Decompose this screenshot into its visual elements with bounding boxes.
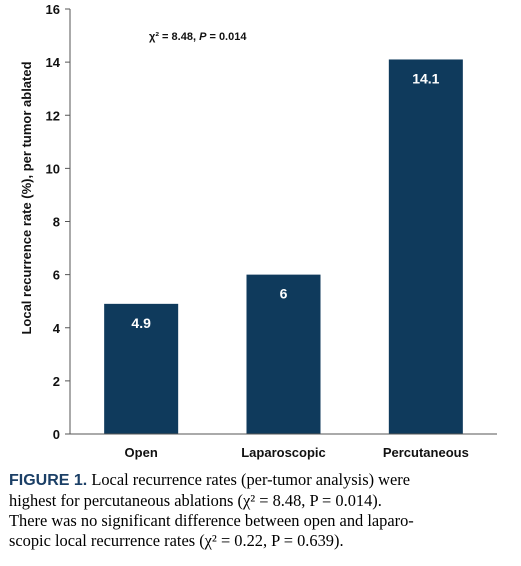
stat-annotation: χ² = 8.48, P = 0.014 xyxy=(149,31,247,43)
y-tick-label: 14 xyxy=(46,55,61,70)
stat-annotation-chi: χ² = 8.48, xyxy=(149,31,199,43)
y-axis: 0 2 4 6 8 10 12 14 16 xyxy=(46,2,71,442)
x-category-label: Laparoscopic xyxy=(241,445,326,460)
y-tick-label: 2 xyxy=(53,374,60,389)
y-tick-label: 6 xyxy=(53,268,60,283)
y-tick-label: 12 xyxy=(46,108,60,123)
y-axis-label: Local recurrence rate (%), per tumor abl… xyxy=(19,61,34,334)
caption-line-3: There was no significant difference betw… xyxy=(9,511,414,530)
caption-line-2: highest for percutaneous ablations (χ² =… xyxy=(9,491,382,510)
bar-value-label: 14.1 xyxy=(412,70,439,86)
bar-chart: 0 2 4 6 8 10 12 14 16 4.9 6 14.1 Open Laparoscopic P… xyxy=(19,2,497,460)
x-axis: Open Laparoscopic Percutaneous xyxy=(70,433,497,460)
caption-line-4: scopic local recurrence rates (χ² = 0.22… xyxy=(9,531,344,550)
stat-annotation-p-value: = 0.014 xyxy=(206,31,247,43)
bar xyxy=(246,274,321,434)
x-category-label: Percutaneous xyxy=(383,445,469,460)
caption-label: FIGURE 1. xyxy=(9,472,88,489)
bar xyxy=(388,59,463,434)
y-tick-label: 8 xyxy=(53,215,60,230)
bars: 4.9 6 14.1 xyxy=(104,59,463,434)
x-category-label: Open xyxy=(125,445,158,460)
bar xyxy=(104,303,179,434)
bar-value-label: 6 xyxy=(280,286,288,302)
caption-line-1: FIGURE 1. Local recurrence rates (per-tu… xyxy=(9,470,511,491)
stat-annotation-p-symbol: P xyxy=(199,31,207,43)
y-tick-label: 10 xyxy=(46,161,60,176)
bar-value-label: 4.9 xyxy=(131,315,151,331)
y-tick-label: 16 xyxy=(46,2,60,17)
figure-caption: FIGURE 1. Local recurrence rates (per-tu… xyxy=(9,470,511,551)
y-tick-label: 4 xyxy=(53,321,61,336)
caption-line-1-text: Local recurrence rates (per-tumor analys… xyxy=(87,470,410,489)
y-tick-label: 0 xyxy=(53,427,60,442)
